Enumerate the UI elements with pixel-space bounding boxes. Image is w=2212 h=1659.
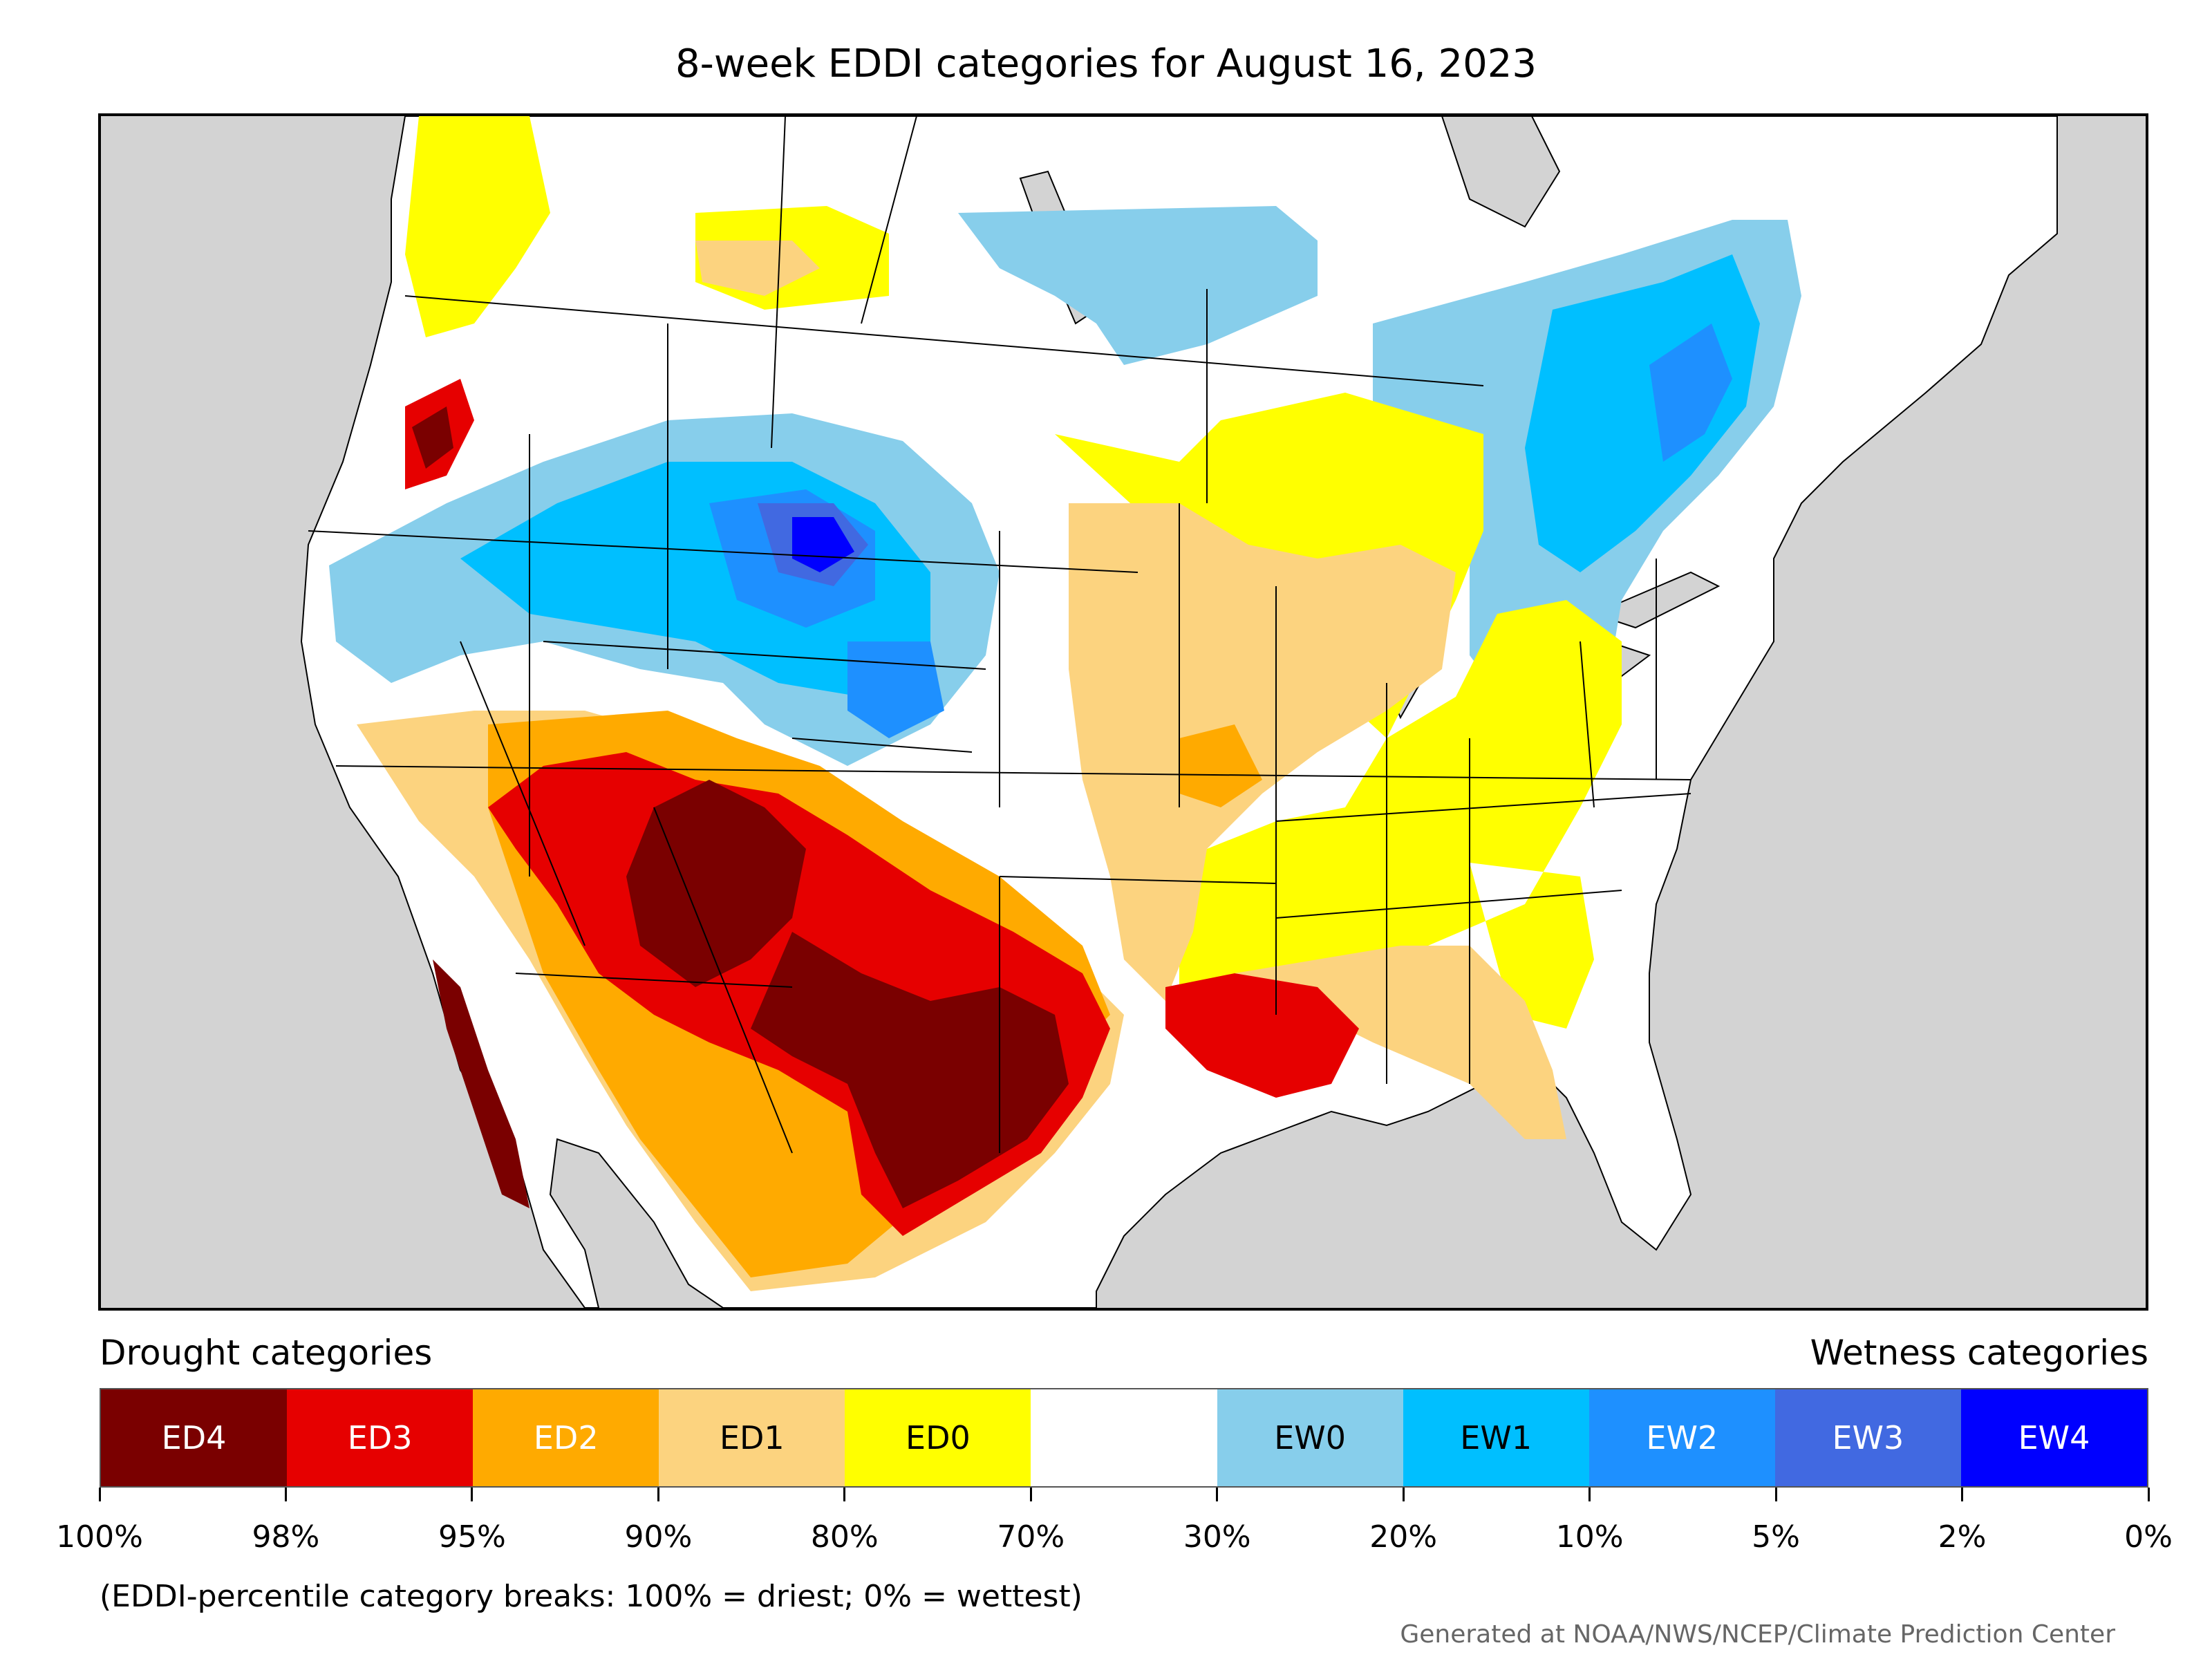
colorbar-tick-label: 5% (1752, 1519, 1800, 1555)
colorbar-tick (1402, 1488, 1405, 1501)
wet-region-ew4 (792, 517, 854, 572)
colorbar-ticks (98, 1488, 2150, 1501)
legend-swatch-none (1031, 1389, 1217, 1486)
map-title: 8-week EDDI categories for August 16, 20… (675, 41, 1537, 86)
legend-swatch-ew0: EW0 (1217, 1389, 1403, 1486)
colorbar-tick (471, 1488, 474, 1501)
colorbar-tick (1961, 1488, 1964, 1501)
colorbar-tick (1216, 1488, 1219, 1501)
legend-swatch-ed1: ED1 (659, 1389, 845, 1486)
credit-line: Generated at NOAA/NWS/NCEP/Climate Predi… (1400, 1620, 2115, 1649)
dry-region-ed4 (412, 406, 1069, 1208)
colorbar-tick (98, 1488, 101, 1501)
colorbar-tick (2147, 1488, 2150, 1501)
wetness-categories-heading: Wetness categories (1810, 1333, 2148, 1373)
category-breaks-note: (EDDI-percentile category breaks: 100% =… (100, 1579, 1082, 1614)
colorbar-tick-label: 80% (810, 1519, 879, 1555)
colorbar-tick-label: 70% (997, 1519, 1065, 1555)
drought-categories-heading: Drought categories (100, 1333, 433, 1373)
colorbar-tick-label: 30% (1183, 1519, 1251, 1555)
colorbar-tick-label: 2% (1938, 1519, 1987, 1555)
wet-region-ew2-west (709, 489, 944, 738)
legend-swatch-ew4: EW4 (1960, 1389, 2148, 1486)
colorbar-tick (284, 1488, 287, 1501)
colorbar-tick (1029, 1488, 1032, 1501)
legend-swatch-ed4: ED4 (101, 1389, 288, 1486)
legend-swatch-ed2: ED2 (473, 1389, 659, 1486)
political-boundaries (308, 116, 1691, 1154)
legend-swatch-ew3: EW3 (1774, 1389, 1961, 1486)
eddi-map (300, 116, 2058, 1308)
map-panel (98, 113, 2148, 1311)
colorbar-tick-label: 90% (624, 1519, 693, 1555)
colorbar-tick-label: 98% (252, 1519, 320, 1555)
wet-region-ew0-north (958, 206, 1318, 365)
colorbar-tick-label: 10% (1555, 1519, 1624, 1555)
colorbar-tick-label: 95% (438, 1519, 506, 1555)
colorbar-tick-label: 20% (1369, 1519, 1438, 1555)
colorbar-tick-label: 0% (2124, 1519, 2173, 1555)
hudson-bay-edge (1441, 116, 1561, 228)
colorbar-tick-label: 100% (56, 1519, 143, 1555)
colorbar-tick (1774, 1488, 1777, 1501)
category-colorbar: ED4 ED3 ED2 ED1 ED0 EW0 EW1 EW2 EW3 EW4 (100, 1388, 2148, 1488)
colorbar-tick (1588, 1488, 1591, 1501)
legend-swatch-ew1: EW1 (1403, 1389, 1589, 1486)
wet-region-ew2-east (1649, 324, 1732, 462)
legend-swatch-ed0: ED0 (845, 1389, 1031, 1486)
legend-swatch-ed3: ED3 (287, 1389, 474, 1486)
legend-swatch-ew2: EW2 (1588, 1389, 1775, 1486)
colorbar-tick (657, 1488, 659, 1501)
colorbar-tick (843, 1488, 846, 1501)
